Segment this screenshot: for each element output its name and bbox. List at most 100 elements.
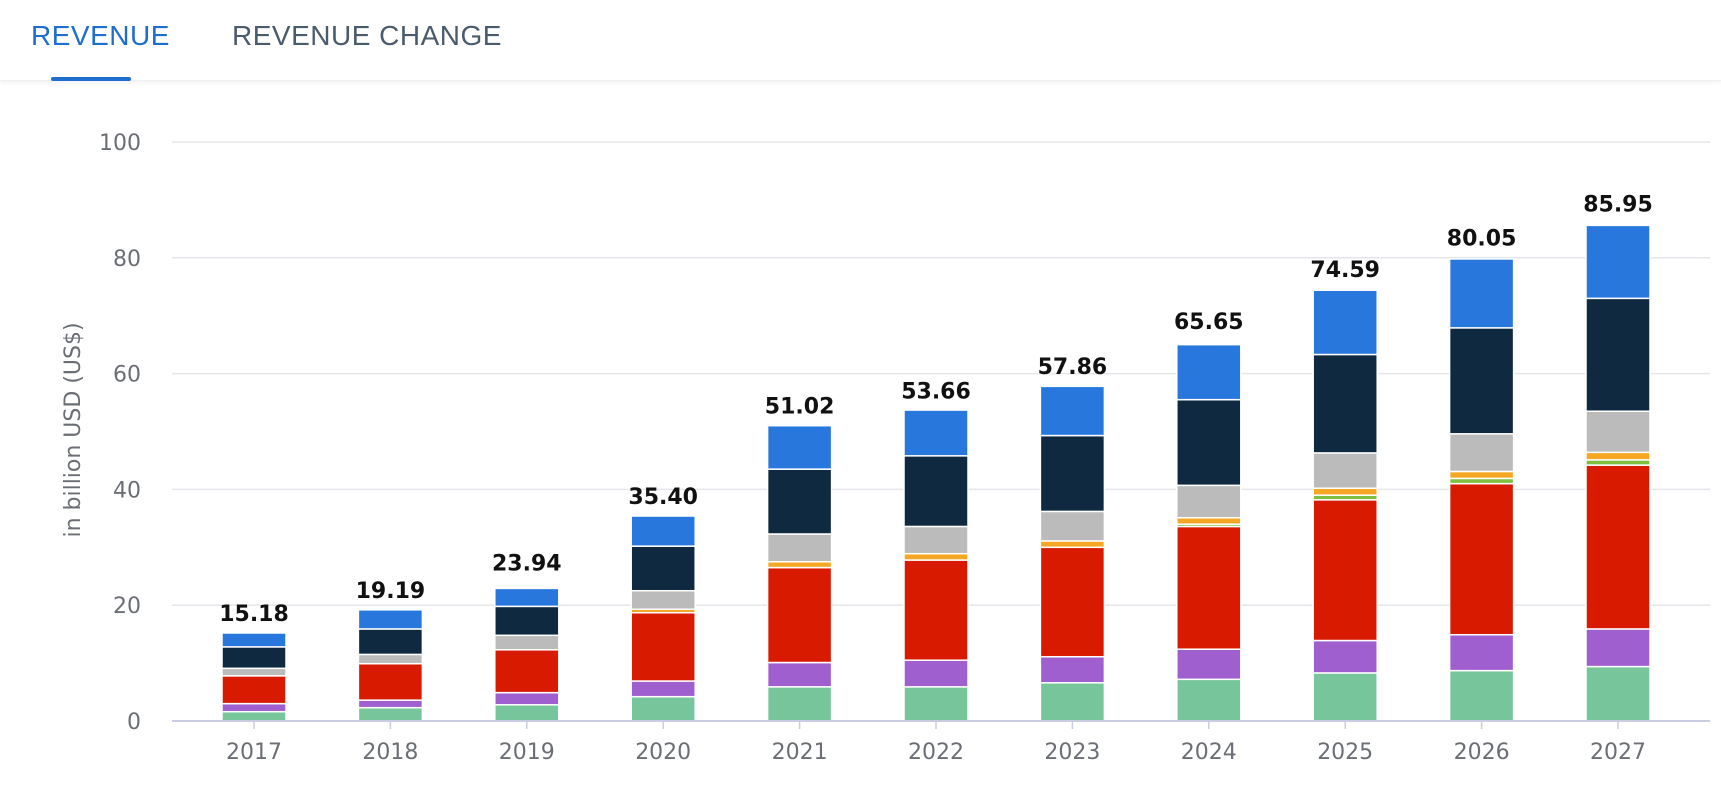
bar-segment[interactable]	[766, 561, 833, 569]
bar-segment[interactable]	[766, 533, 833, 563]
bar-segment[interactable]	[1312, 499, 1378, 642]
bar-segment[interactable]	[1585, 464, 1651, 630]
bar-segment[interactable]	[1176, 398, 1242, 487]
bar-segment[interactable]	[903, 455, 969, 528]
bar-segment[interactable]	[357, 662, 424, 701]
bar-segment[interactable]	[766, 686, 833, 722]
x-tick-label: 2024	[1181, 740, 1237, 765]
bar-segment[interactable]	[630, 680, 696, 698]
bar-segment[interactable]	[766, 424, 833, 470]
bar-stack-2026[interactable]	[1448, 258, 1515, 722]
bar-segment[interactable]	[1176, 525, 1242, 650]
x-axis-ticks: 2017 2018 2019 2020 2021 2022 2023 2024 2025 2026…	[226, 721, 1646, 765]
bar-segment[interactable]	[1585, 665, 1651, 722]
bar-segment[interactable]	[1448, 433, 1515, 473]
bar-stack-2017[interactable]	[221, 632, 287, 722]
bar-segment[interactable]	[1312, 487, 1378, 496]
bar-segment[interactable]	[221, 702, 287, 713]
x-tick-label: 2017	[226, 740, 282, 765]
bar-stack-2019[interactable]	[494, 587, 560, 722]
bar-segment[interactable]	[357, 706, 424, 722]
bar-segment[interactable]	[1585, 459, 1651, 466]
bar-segment[interactable]	[1039, 434, 1106, 513]
y-tick-label: 100	[99, 131, 141, 156]
bar-segment[interactable]	[630, 695, 696, 722]
bar-segment[interactable]	[1448, 327, 1515, 435]
bar-segment[interactable]	[1176, 343, 1242, 401]
bar-segment[interactable]	[630, 545, 696, 592]
bar-segment[interactable]	[494, 587, 560, 608]
bar-segment[interactable]	[1039, 540, 1106, 549]
bar-segment[interactable]	[494, 649, 560, 694]
bar-stack-2025[interactable]	[1312, 289, 1378, 722]
tab-revenue-change[interactable]: REVENUE CHANGE	[232, 20, 502, 51]
bar-segment[interactable]	[1176, 648, 1242, 681]
bar-segment[interactable]	[1585, 224, 1651, 300]
active-tab-indicator	[51, 77, 131, 81]
bar-segment[interactable]	[1039, 682, 1106, 722]
bar-segment[interactable]	[221, 710, 287, 722]
bar-segment[interactable]	[1448, 633, 1515, 672]
bar-segment[interactable]	[1585, 451, 1651, 461]
bar-segment[interactable]	[1585, 410, 1651, 454]
bar-segment[interactable]	[357, 653, 424, 665]
bar-segment[interactable]	[221, 632, 287, 648]
bar-segment[interactable]	[494, 704, 560, 722]
total-label: 65.65	[1174, 310, 1244, 335]
bar-segment[interactable]	[1448, 258, 1515, 329]
bar-segment[interactable]	[1448, 669, 1515, 722]
bar-segment[interactable]	[1039, 510, 1106, 542]
bar-stack-2020[interactable]	[630, 515, 696, 722]
bar-stack-2022[interactable]	[903, 409, 969, 722]
bar-segment[interactable]	[1448, 470, 1515, 480]
bar-segment[interactable]	[903, 686, 969, 722]
bar-segment[interactable]	[1312, 289, 1378, 356]
total-label: 85.95	[1583, 192, 1653, 217]
bar-segment[interactable]	[221, 667, 287, 677]
bar-segment[interactable]	[221, 675, 287, 705]
bar-segment[interactable]	[1039, 546, 1106, 658]
x-tick-label: 2021	[772, 740, 828, 765]
bar-segment[interactable]	[903, 525, 969, 555]
bar-segment[interactable]	[766, 566, 833, 664]
total-label: 80.05	[1447, 227, 1517, 252]
bar-segment[interactable]	[494, 634, 560, 651]
bar-segment[interactable]	[1312, 353, 1378, 454]
bar-segment[interactable]	[766, 468, 833, 535]
bar-segment[interactable]	[357, 699, 424, 709]
bar-stack-2024[interactable]	[1176, 343, 1242, 722]
bar-segment[interactable]	[1312, 452, 1378, 489]
bar-segment[interactable]	[1176, 678, 1242, 722]
bar-segment[interactable]	[494, 691, 560, 706]
bar-segment[interactable]	[1039, 655, 1106, 684]
bar-segment[interactable]	[357, 609, 424, 630]
bar-segment[interactable]	[630, 611, 696, 682]
bar-segment[interactable]	[1448, 482, 1515, 636]
bar-segment[interactable]	[630, 589, 696, 611]
bar-segment[interactable]	[903, 552, 969, 561]
y-tick-label: 60	[113, 363, 141, 388]
bars	[221, 224, 1651, 722]
bar-segment[interactable]	[766, 661, 833, 688]
bar-segment[interactable]	[1448, 477, 1515, 485]
bar-segment[interactable]	[357, 628, 424, 656]
bar-stack-2023[interactable]	[1039, 385, 1106, 722]
bar-segment[interactable]	[494, 605, 560, 637]
bar-stack-2018[interactable]	[357, 609, 424, 722]
bar-segment[interactable]	[903, 559, 969, 661]
bar-segment[interactable]	[630, 515, 696, 547]
bar-segment[interactable]	[1176, 484, 1242, 519]
tab-revenue[interactable]: REVENUE	[31, 20, 170, 51]
x-tick-label: 2019	[499, 740, 555, 765]
bar-stack-2021[interactable]	[766, 424, 833, 722]
bar-segment[interactable]	[1585, 628, 1651, 668]
bar-segment[interactable]	[1039, 385, 1106, 437]
bar-stack-2027[interactable]	[1585, 224, 1651, 722]
bar-segment[interactable]	[903, 409, 969, 457]
bar-segment[interactable]	[1312, 672, 1378, 722]
bar-segment[interactable]	[903, 659, 969, 688]
bar-segment[interactable]	[1176, 517, 1242, 525]
bar-segment[interactable]	[221, 646, 287, 670]
bar-segment[interactable]	[1312, 639, 1378, 674]
bar-segment[interactable]	[1585, 297, 1651, 412]
